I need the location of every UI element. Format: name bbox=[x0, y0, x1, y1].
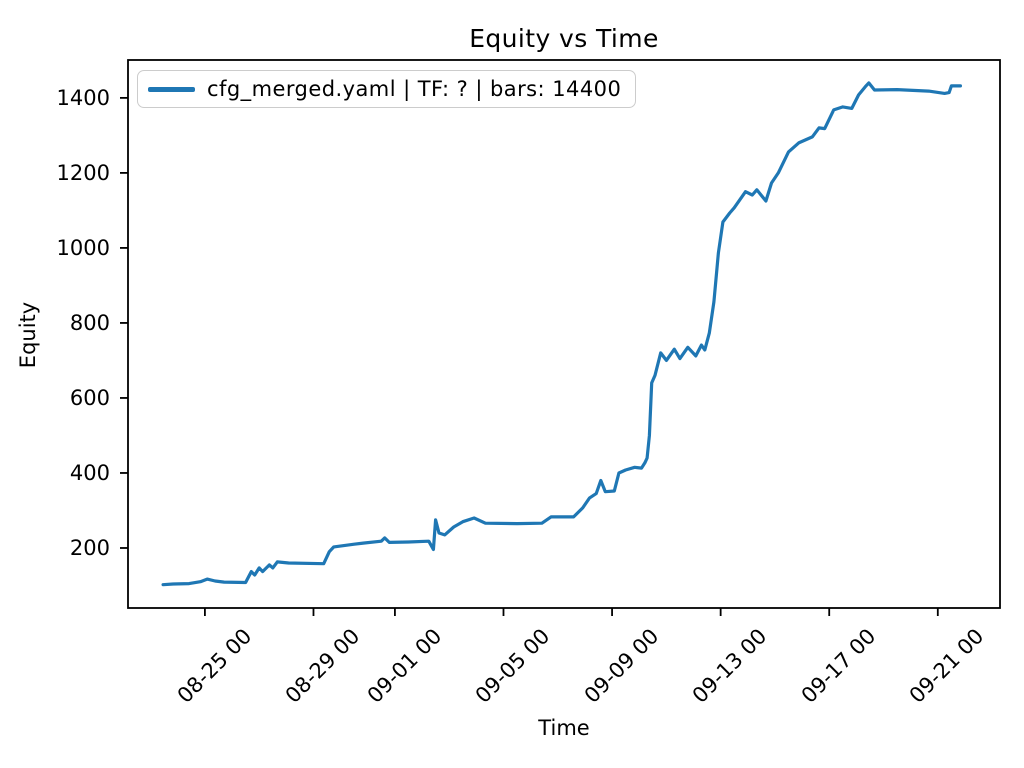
legend-label: cfg_merged.yaml | TF: ? | bars: 14400 bbox=[207, 77, 622, 101]
y-tick-label: 1000 bbox=[56, 235, 110, 260]
legend: cfg_merged.yaml | TF: ? | bars: 14400 bbox=[137, 70, 637, 108]
equity-line bbox=[161, 81, 963, 587]
y-tick-label: 1400 bbox=[56, 85, 110, 110]
y-axis-label: Equity bbox=[16, 301, 40, 369]
y-tick-label: 800 bbox=[69, 310, 110, 335]
y-tick-label: 200 bbox=[69, 535, 110, 560]
y-tick-label: 1200 bbox=[56, 160, 110, 185]
x-axis-label: Time bbox=[538, 716, 590, 740]
y-tick-label: 600 bbox=[69, 385, 110, 410]
y-tick-label: 400 bbox=[69, 460, 110, 485]
axes-spines bbox=[127, 59, 1001, 609]
legend-line-swatch bbox=[148, 86, 195, 92]
chart-title: Equity vs Time bbox=[469, 24, 659, 53]
